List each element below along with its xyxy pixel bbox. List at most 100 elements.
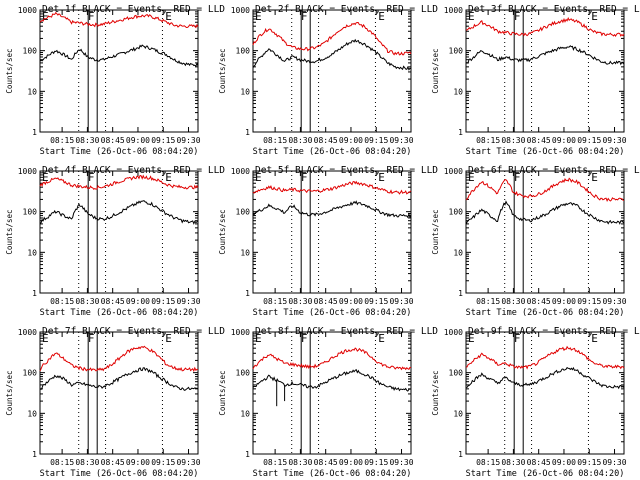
y-tick-label: 100 bbox=[449, 47, 464, 56]
interval-marker-F: F bbox=[301, 10, 308, 23]
x-tick-label: 09:15 bbox=[577, 136, 601, 145]
x-tick-label: 09:30 bbox=[176, 297, 200, 306]
y-axis-label: Counts/sec bbox=[431, 48, 440, 93]
lld-series-line bbox=[39, 345, 198, 373]
x-tick-label: 08:45 bbox=[101, 458, 125, 467]
events-series-line bbox=[465, 366, 625, 390]
lld-series-line bbox=[252, 180, 412, 195]
detector-panel-4: Det 4f BLACK = Events, RED = LLD11010010… bbox=[5, 165, 225, 318]
x-tick-label: 08:45 bbox=[527, 458, 551, 467]
x-tick-label: 09:15 bbox=[364, 458, 388, 467]
x-tick-label: 09:00 bbox=[552, 136, 576, 145]
y-tick-label: 10 bbox=[27, 248, 37, 257]
x-tick-label: 09:30 bbox=[176, 136, 200, 145]
y-tick-label: 100 bbox=[23, 369, 38, 378]
y-tick-label: 10 bbox=[453, 248, 463, 257]
interval-marker-E: E bbox=[591, 332, 598, 345]
plot-frame bbox=[252, 170, 412, 294]
y-tick-label: 10 bbox=[453, 409, 463, 418]
y-axis-label: Counts/sec bbox=[218, 209, 227, 254]
y-tick-label: 1000 bbox=[231, 167, 250, 176]
y-tick-label: 1 bbox=[32, 289, 37, 298]
interval-marker-F: F bbox=[514, 332, 521, 345]
y-tick-label: 100 bbox=[449, 369, 464, 378]
y-tick-label: 1000 bbox=[18, 6, 37, 15]
y-axis-label: Counts/sec bbox=[5, 370, 14, 415]
x-tick-label: 08:30 bbox=[501, 458, 525, 467]
x-tick-label: 08:30 bbox=[288, 458, 312, 467]
y-tick-label: 10 bbox=[240, 409, 250, 418]
x-tick-label: 08:45 bbox=[314, 297, 338, 306]
y-tick-label: 100 bbox=[236, 369, 251, 378]
y-tick-label: 10 bbox=[27, 409, 37, 418]
detector-panel-6: Det 6f BLACK = Events, RED = LLD11010010… bbox=[431, 165, 640, 318]
plot-frame bbox=[39, 331, 199, 455]
lld-series-line bbox=[252, 347, 411, 371]
y-tick-label: 10 bbox=[240, 248, 250, 257]
x-tick-label: 08:45 bbox=[527, 297, 551, 306]
x-tick-label: 09:00 bbox=[552, 297, 576, 306]
x-tick-label: 08:45 bbox=[101, 136, 125, 145]
lld-series-line bbox=[39, 174, 199, 190]
detector-panel-8: Det 8f BLACK = Events, RED = LLD11010010… bbox=[218, 326, 438, 479]
detector-panel-1: Det 1f BLACK = Events, RED = LLD11010010… bbox=[5, 4, 225, 157]
x-axis-label: Start Time (26-Oct-06 08:04:20) bbox=[253, 308, 412, 318]
events-series-line bbox=[39, 44, 199, 68]
interval-marker-F: F bbox=[514, 171, 521, 184]
events-series-line bbox=[39, 200, 199, 225]
x-axis-label: Start Time (26-Oct-06 08:04:20) bbox=[253, 469, 412, 479]
interval-marker-F: F bbox=[88, 10, 95, 23]
interval-marker-E: E bbox=[591, 10, 598, 23]
events-series-line bbox=[252, 38, 412, 71]
interval-marker-E: E bbox=[378, 332, 385, 345]
x-tick-label: 09:00 bbox=[552, 458, 576, 467]
lld-series-line bbox=[39, 11, 199, 29]
y-tick-label: 1 bbox=[245, 128, 250, 137]
x-tick-label: 09:30 bbox=[389, 136, 413, 145]
lld-series-line bbox=[465, 177, 625, 203]
y-tick-label: 1 bbox=[32, 128, 37, 137]
interval-marker-E: E bbox=[255, 171, 262, 184]
interval-marker-E: E bbox=[165, 10, 172, 23]
detector-panel-3: Det 3f BLACK = Events, RED = LLD11010010… bbox=[431, 4, 640, 157]
events-series-line bbox=[252, 200, 412, 219]
x-tick-label: 09:15 bbox=[364, 297, 388, 306]
lld-series-line bbox=[465, 345, 625, 370]
x-tick-label: 08:15 bbox=[476, 136, 500, 145]
events-series-line bbox=[465, 200, 625, 225]
plot-frame bbox=[252, 9, 412, 133]
interval-marker-E: E bbox=[165, 171, 172, 184]
x-tick-label: 09:15 bbox=[151, 297, 175, 306]
x-tick-label: 08:30 bbox=[75, 458, 99, 467]
x-tick-label: 08:15 bbox=[476, 458, 500, 467]
interval-marker-F: F bbox=[301, 332, 308, 345]
y-tick-label: 1 bbox=[458, 289, 463, 298]
interval-marker-E: E bbox=[378, 10, 385, 23]
x-tick-label: 09:15 bbox=[151, 458, 175, 467]
y-tick-label: 10 bbox=[27, 87, 37, 96]
y-axis-label: Counts/sec bbox=[218, 48, 227, 93]
x-tick-label: 09:00 bbox=[339, 136, 363, 145]
y-tick-label: 1000 bbox=[444, 6, 463, 15]
x-tick-label: 08:15 bbox=[263, 458, 287, 467]
plot-frame bbox=[465, 9, 625, 133]
x-tick-label: 08:30 bbox=[501, 136, 525, 145]
interval-marker-F: F bbox=[88, 332, 95, 345]
x-tick-label: 09:30 bbox=[389, 297, 413, 306]
y-tick-label: 1 bbox=[245, 289, 250, 298]
y-tick-label: 100 bbox=[236, 47, 251, 56]
x-tick-label: 09:00 bbox=[339, 458, 363, 467]
x-tick-label: 09:30 bbox=[176, 458, 200, 467]
y-tick-label: 1000 bbox=[444, 167, 463, 176]
y-tick-label: 100 bbox=[449, 208, 464, 217]
y-tick-label: 1 bbox=[458, 450, 463, 459]
x-tick-label: 08:30 bbox=[75, 297, 99, 306]
interval-marker-E: E bbox=[165, 332, 172, 345]
interval-marker-E: E bbox=[42, 171, 49, 184]
x-axis-label: Start Time (26-Oct-06 08:04:20) bbox=[466, 469, 625, 479]
y-axis-label: Counts/sec bbox=[218, 370, 227, 415]
lld-series-line bbox=[252, 21, 412, 56]
interval-marker-E: E bbox=[255, 10, 262, 23]
detector-panel-5: Det 5f BLACK = Events, RED = LLD11010010… bbox=[218, 165, 438, 318]
plot-frame bbox=[39, 170, 199, 294]
